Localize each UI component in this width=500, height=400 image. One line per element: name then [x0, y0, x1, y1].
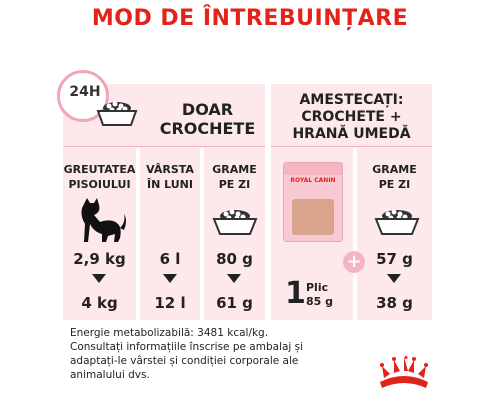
note-line: adaptați-le vârstei și condiției corpora…	[70, 355, 299, 367]
header-divider	[63, 146, 265, 147]
royal-canin-crown-logo	[380, 356, 428, 388]
wet-food-pouch-image: ROYAL CANIN	[283, 162, 343, 242]
col-grams-line1: GRAME	[212, 163, 257, 176]
header-divider	[271, 146, 432, 147]
column-divider	[136, 148, 140, 320]
left-header-line1: DOAR	[181, 100, 234, 119]
age-value: 12 l	[154, 294, 186, 312]
column-divider	[353, 148, 357, 320]
column-divider	[200, 148, 204, 320]
pouch-weight: 85 g	[306, 295, 334, 308]
arrow-down-icon	[163, 274, 177, 283]
mixed-grams-value: 38 g	[376, 294, 413, 312]
note-line: Consultați informațiile înscrise pe amba…	[70, 341, 304, 353]
food-bowl-icon	[212, 209, 258, 235]
kitten-photo	[292, 199, 334, 235]
note-line: Energie metabolizabilă: 3481 kcal/kg.	[70, 327, 269, 339]
pouch-top	[284, 163, 342, 175]
arrow-down-icon	[387, 274, 401, 283]
right-col-grams-line2: PE ZI	[378, 178, 411, 191]
col-weight-line1: GREUTATEA	[63, 163, 136, 176]
grams-value: 61 g	[216, 294, 253, 312]
page-title: MOD DE ÎNTREBUINȚARE	[91, 6, 409, 31]
food-bowl-icon	[374, 209, 420, 235]
feeding-note: Energie metabolizabilă: 3481 kcal/kg. Co…	[70, 326, 370, 382]
col-grams-line2: PE ZI	[218, 178, 251, 191]
pouch-count: 1	[285, 276, 306, 311]
age-value: 6 l	[159, 250, 181, 268]
weight-value: 4 kg	[81, 294, 118, 312]
pouch-brand: ROYAL CANIN	[290, 177, 336, 184]
plus-icon: +	[343, 251, 365, 273]
kitten-icon	[81, 198, 126, 242]
right-header-line1: AMESTECAȚI:	[299, 92, 404, 108]
mixed-grams-value: 57 g	[376, 250, 413, 268]
col-age-line1: VÂRSTA	[146, 163, 194, 176]
weight-value: 2,9 kg	[73, 250, 126, 268]
grams-value: 80 g	[216, 250, 253, 268]
right-header-line2: CROCHETE +	[301, 109, 402, 125]
arrow-down-icon	[92, 274, 106, 283]
food-bowl-icon	[96, 101, 138, 126]
left-header-line2: CROCHETE	[159, 119, 256, 138]
arrow-down-icon	[227, 274, 241, 283]
24h-label: 24H	[69, 84, 101, 100]
col-weight-line2: PISOIULUI	[68, 178, 131, 191]
right-col-grams-line1: GRAME	[372, 163, 417, 176]
col-age-line2: ÎN LUNI	[147, 178, 193, 191]
pouch-label: Plic	[306, 281, 329, 294]
note-line: animalului dvs.	[70, 369, 150, 381]
right-header-line3: HRANĂ UMEDĂ	[292, 126, 411, 142]
